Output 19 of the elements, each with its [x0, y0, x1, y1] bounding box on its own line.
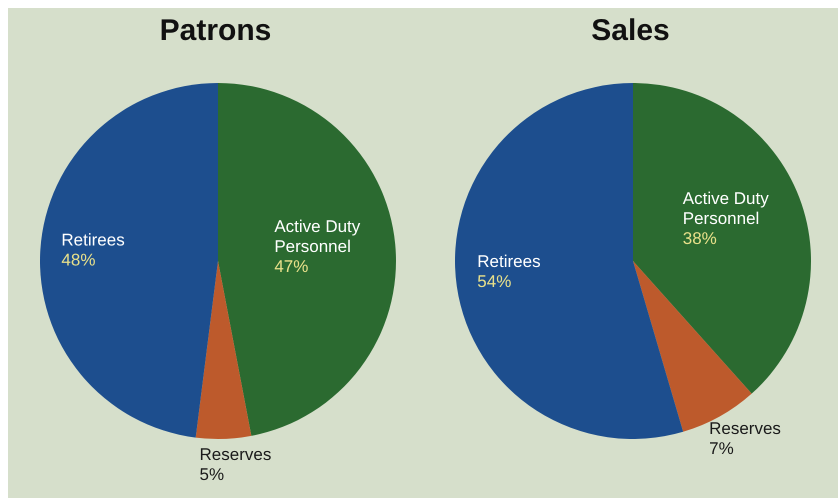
slice-label: Retirees: [477, 252, 541, 272]
slice-label: Active Duty Personnel: [682, 188, 770, 228]
slice-label: Reserves: [200, 444, 272, 464]
pie-slice: [40, 83, 218, 438]
data-label: 48%: [61, 250, 96, 270]
data-label: 38%: [682, 228, 717, 248]
pie-slice: [196, 261, 252, 439]
slice-label: Reserves: [709, 418, 781, 438]
data-label: 47%: [274, 256, 308, 276]
data-label: 5%: [200, 464, 224, 484]
chart-title: Patrons: [158, 14, 272, 48]
pie-slice: [633, 83, 811, 394]
data-label: 54%: [477, 272, 512, 292]
slice-label: Active Duty Personnel: [274, 216, 361, 256]
pie-slice: [218, 83, 396, 436]
pie-slice: [455, 83, 684, 439]
slice-label: Retirees: [61, 230, 125, 250]
data-label: 7%: [709, 438, 734, 458]
chart-title: Sales: [590, 14, 671, 48]
